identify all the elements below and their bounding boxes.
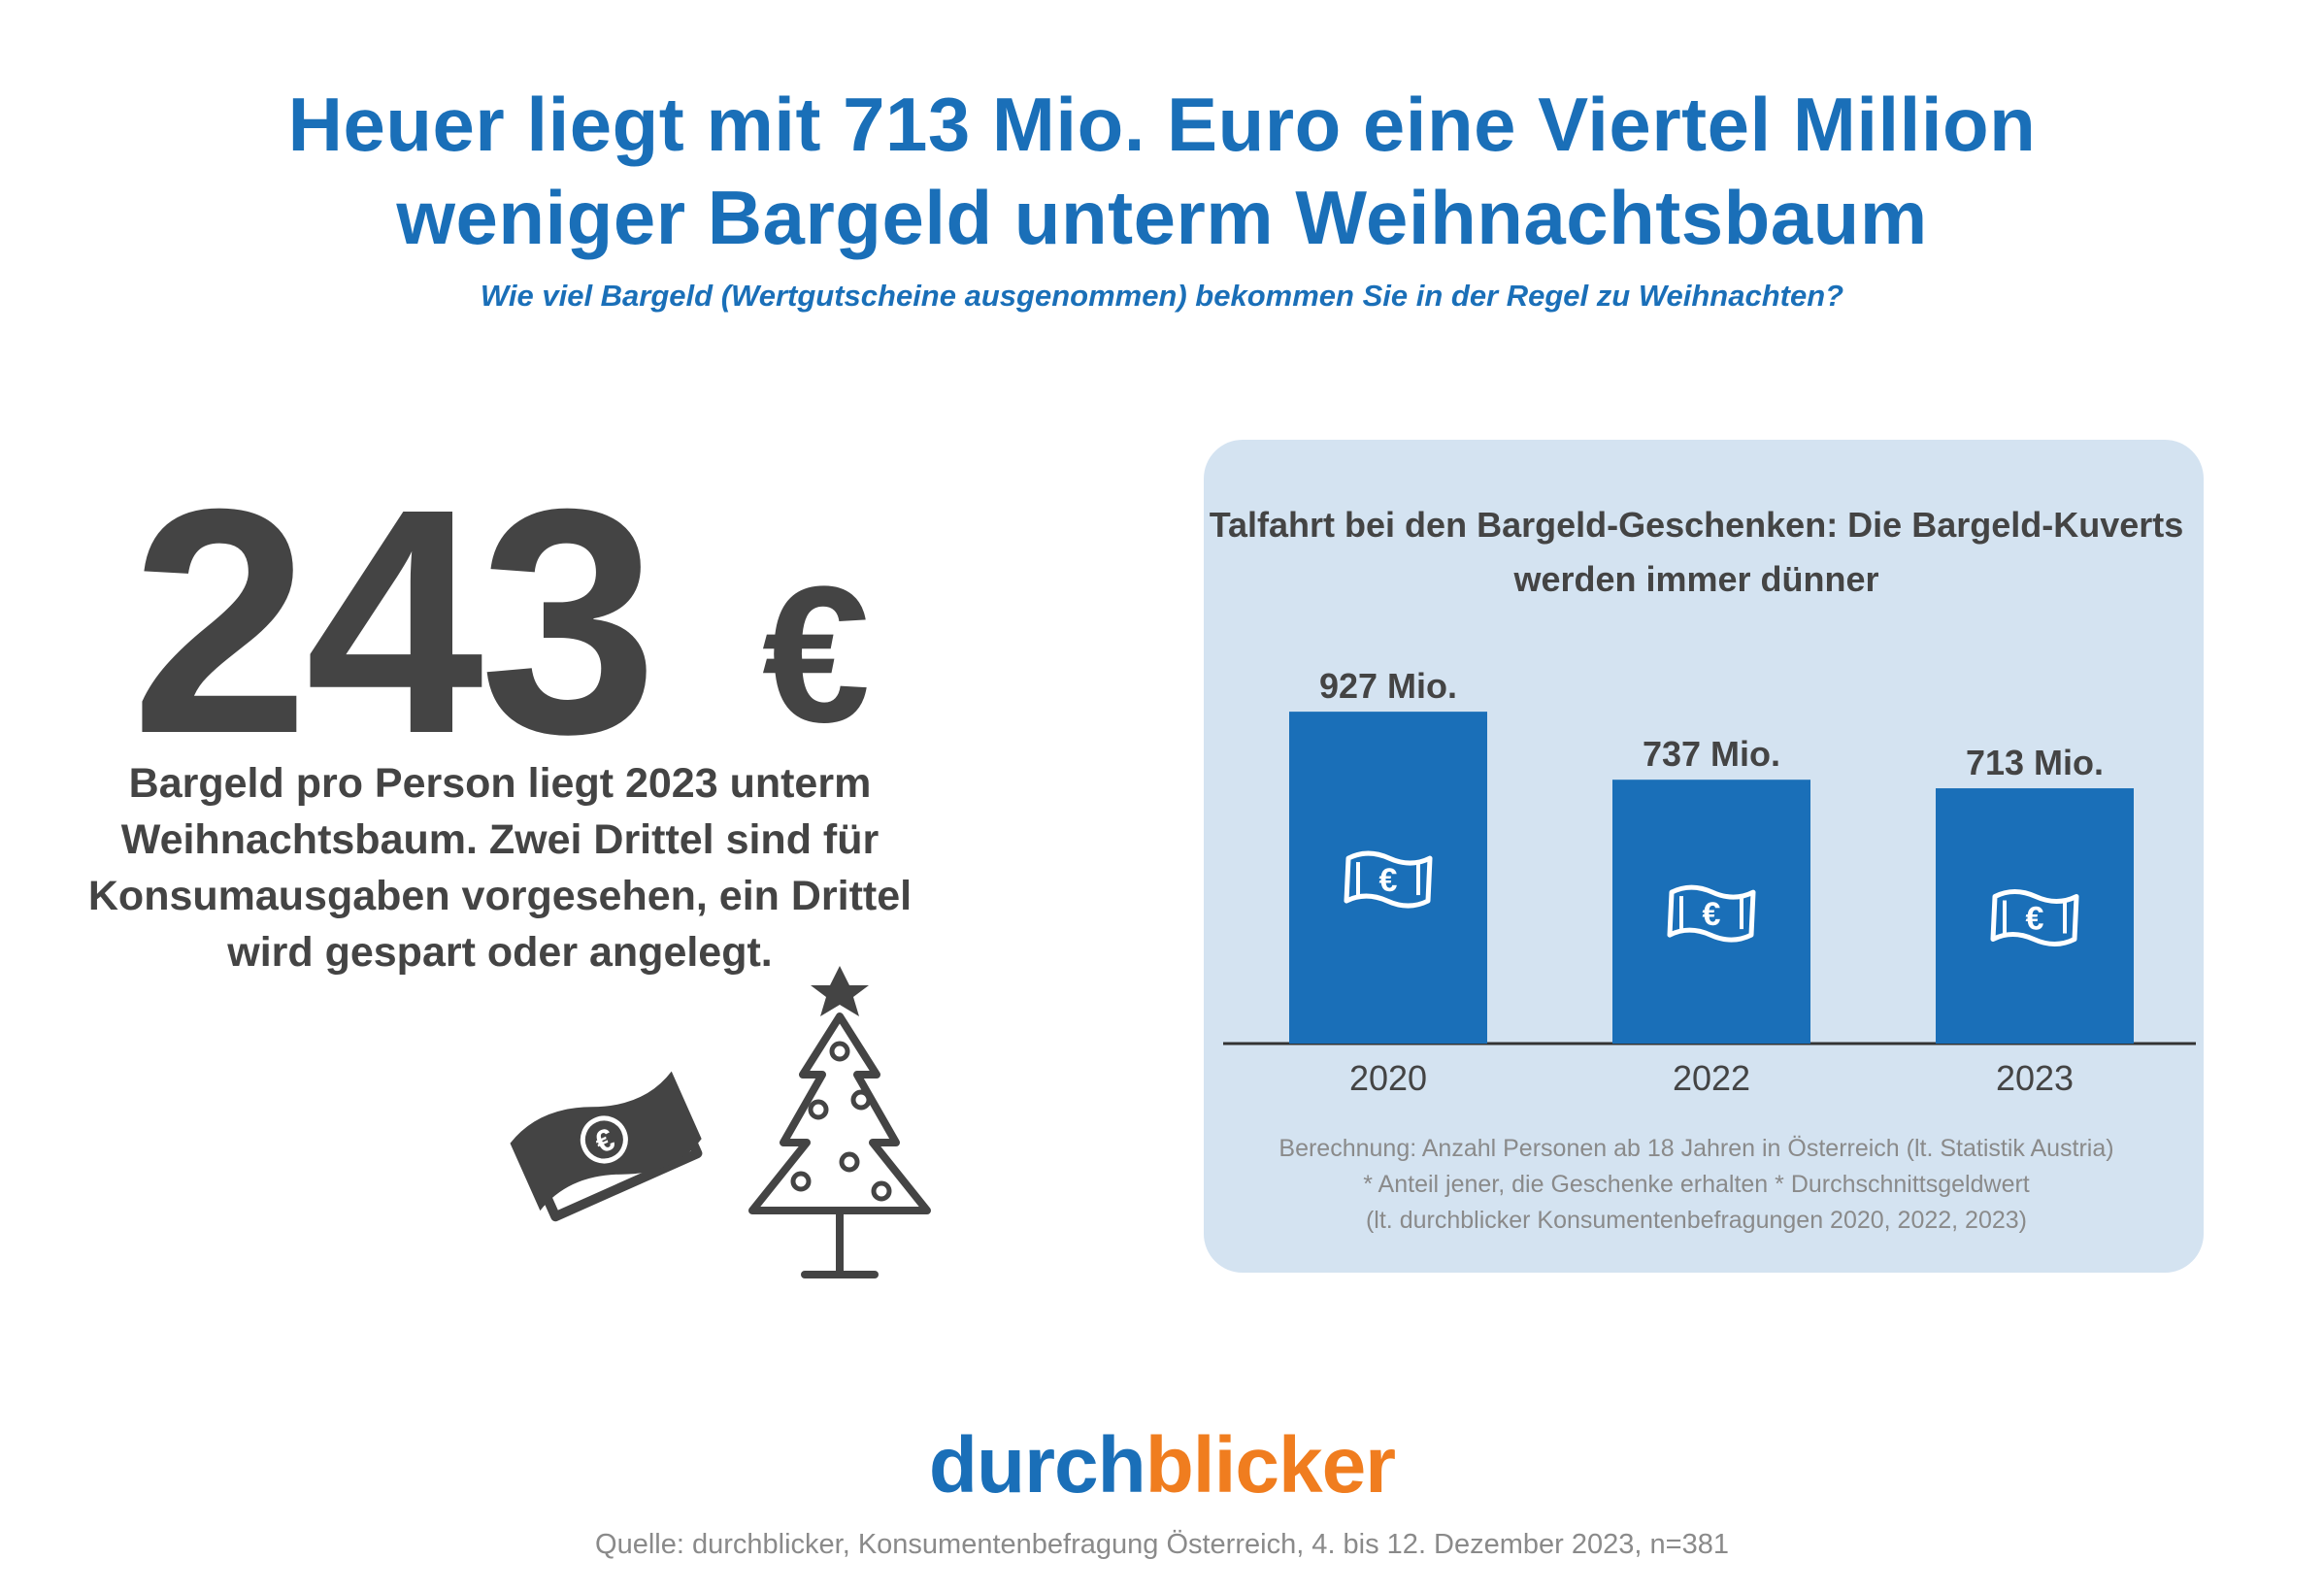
source-note: Quelle: durchblicker, Konsumentenbefragu…: [595, 1529, 1729, 1560]
chart-footnote: Berechnung: Anzahl Personen ab 18 Jahren…: [1204, 1131, 2189, 1239]
footnote-line-2: * Anteil jener, die Geschenke erhalten *…: [1363, 1171, 2030, 1198]
data-label-2020: 927 Mio.: [1319, 666, 1457, 706]
highlight-value: 243: [131, 442, 658, 800]
x-tick-label-2020: 2020: [1349, 1058, 1427, 1098]
bar-2020: [1289, 712, 1487, 1044]
brand-part-1: durch: [928, 1421, 1146, 1510]
brand-part-2: blicker: [1145, 1421, 1396, 1510]
christmas-tree-icon: [748, 966, 931, 1278]
svg-text:€: €: [1703, 896, 1721, 933]
highlight-unit: €: [762, 547, 871, 763]
data-label-2022: 737 Mio.: [1643, 734, 1780, 774]
euro-banknote-icon: €: [1344, 850, 1433, 909]
chart-title: Talfahrt bei den Bargeld-Geschenken: Die…: [1209, 505, 2184, 599]
footnote-line-3: (lt. durchblicker Konsumentenbefragungen…: [1365, 1207, 2028, 1234]
data-label-2023: 713 Mio.: [1966, 743, 2104, 782]
money-bill-euro-icon: €: [510, 1071, 703, 1222]
bar-2022: [1612, 780, 1810, 1044]
euro-banknote-icon: €: [1667, 884, 1756, 943]
headline: Heuer liegt mit 713 Mio. Euro eine Viert…: [0, 78, 2324, 264]
brand-logo: durchblicker: [0, 1417, 2324, 1514]
x-tick-label-2023: 2023: [1996, 1058, 2074, 1098]
bar-2023: [1936, 788, 2134, 1044]
subtitle: Wie viel Bargeld (Wertgutscheine ausgeno…: [480, 279, 1844, 313]
svg-text:€: €: [1379, 862, 1398, 899]
highlight-text: Bargeld pro Person liegt 2023 unterm Wei…: [87, 760, 913, 976]
svg-text:€: €: [2026, 901, 2044, 938]
euro-banknote-icon: €: [1990, 889, 2079, 947]
x-tick-label-2022: 2022: [1673, 1058, 1750, 1098]
headline-line-2: weniger Bargeld unterm Weihnachtsbaum: [396, 175, 1928, 260]
footnote-line-1: Berechnung: Anzahl Personen ab 18 Jahren…: [1278, 1135, 2114, 1162]
headline-line-1: Heuer liegt mit 713 Mio. Euro eine Viert…: [287, 82, 2037, 167]
